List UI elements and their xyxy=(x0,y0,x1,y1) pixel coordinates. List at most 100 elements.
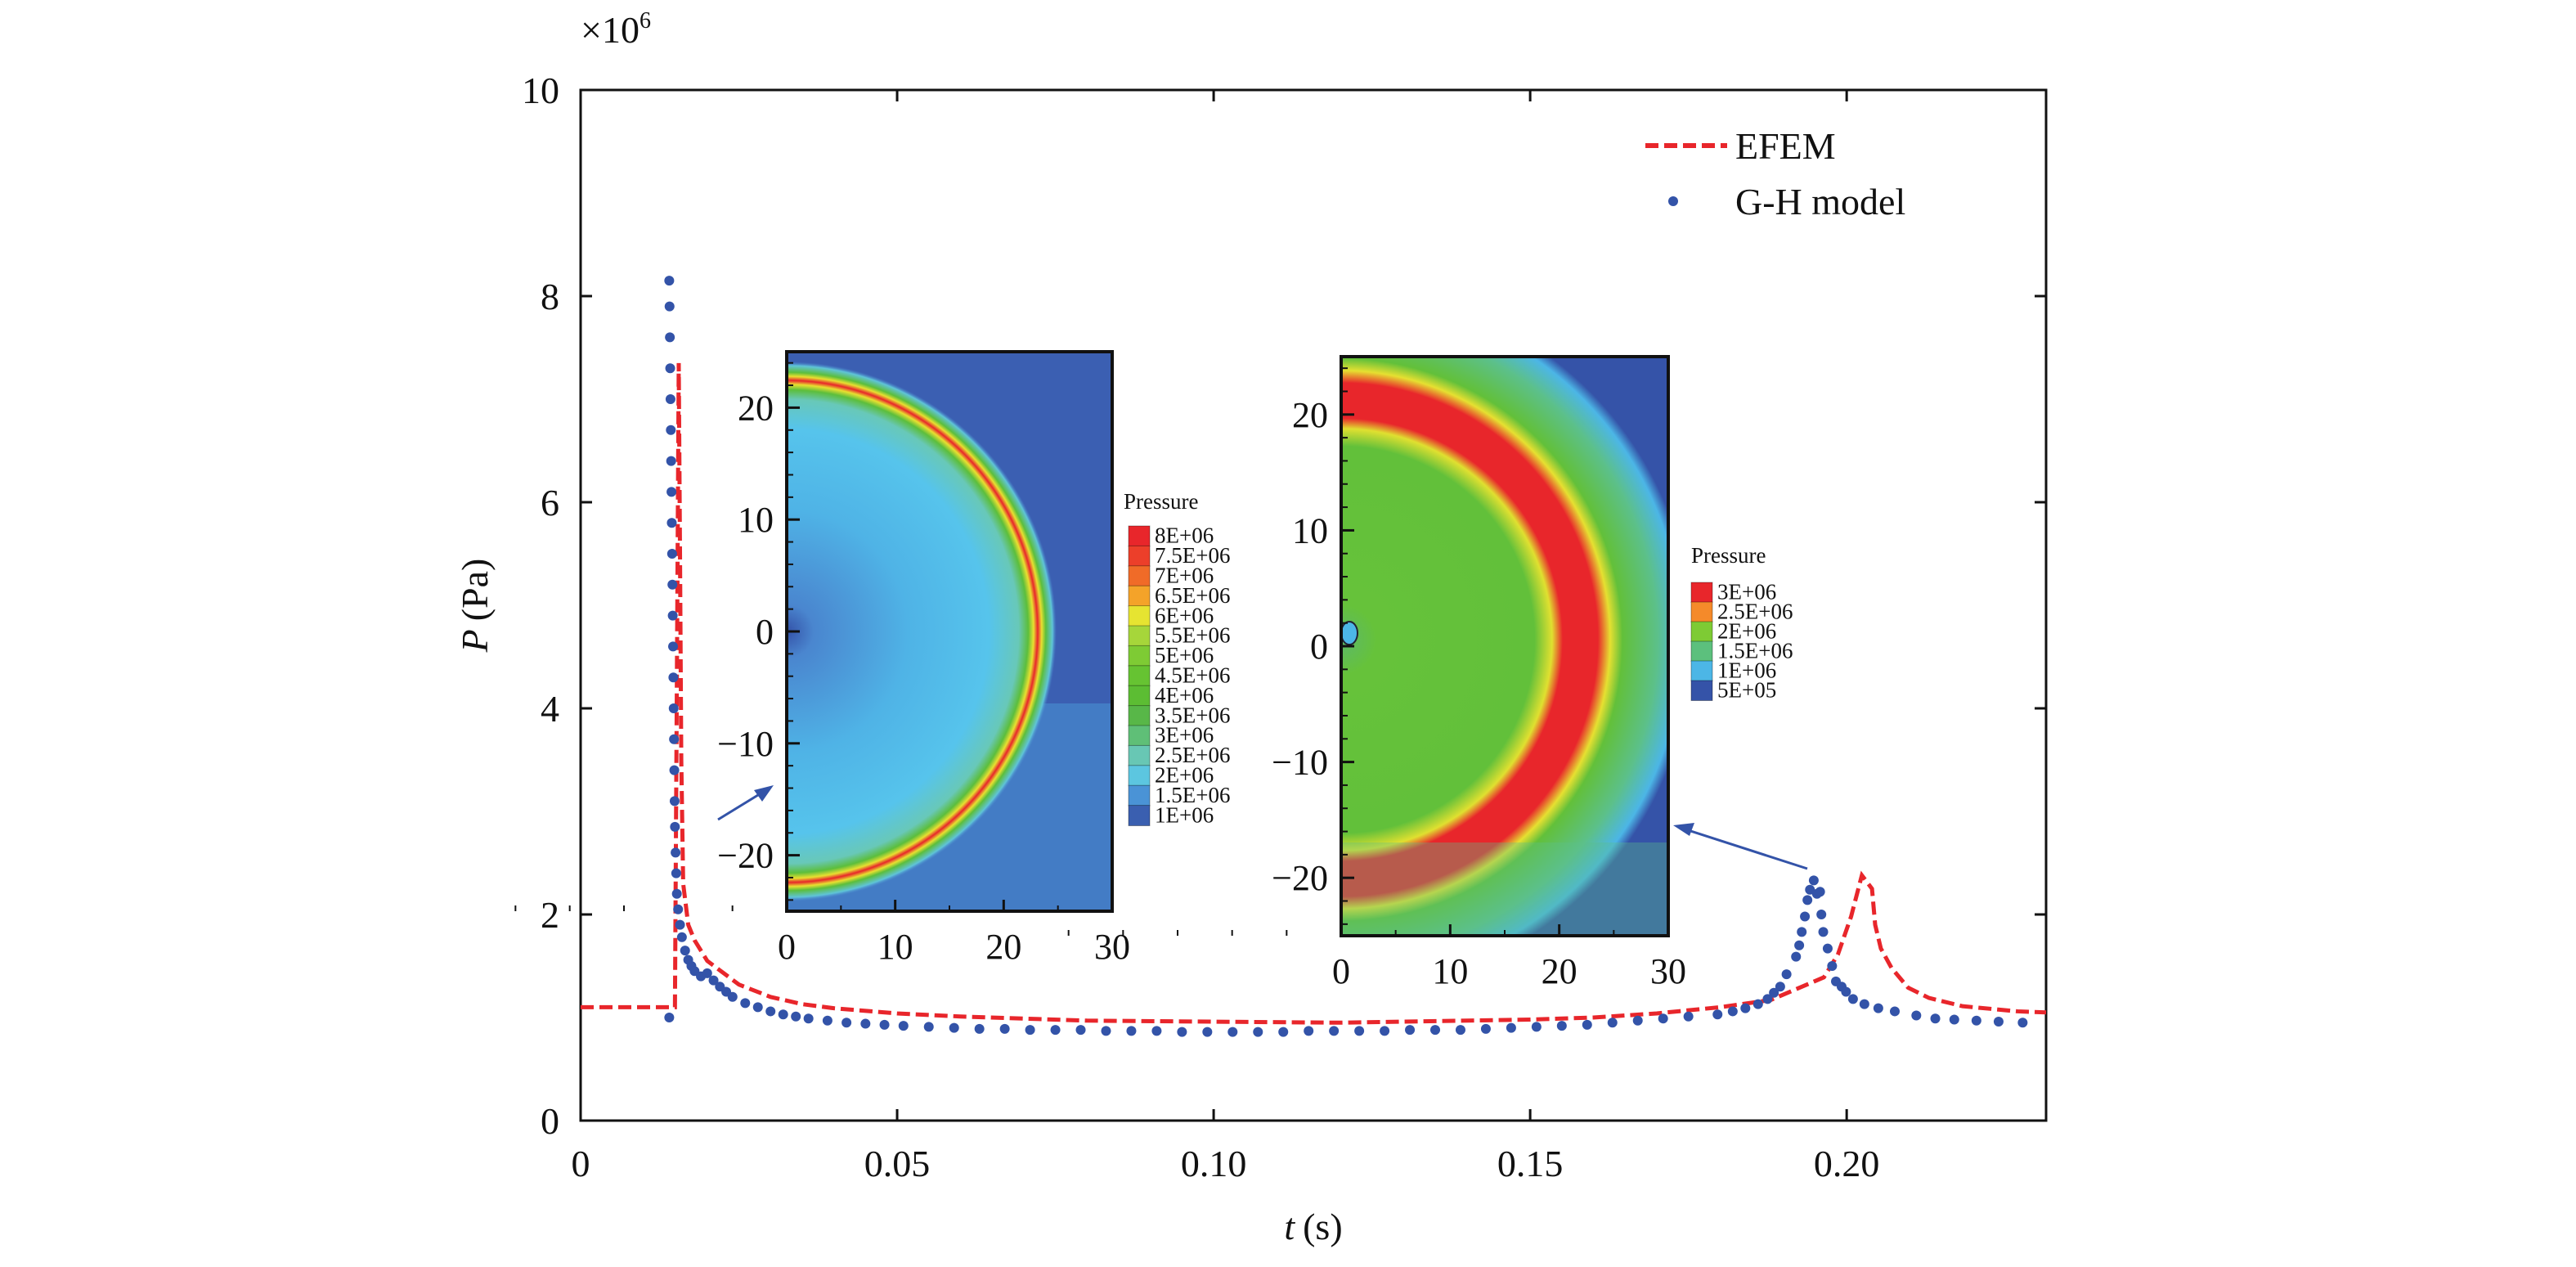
gh-data-point xyxy=(923,1022,934,1032)
gh-data-point xyxy=(752,1002,763,1013)
colorbar-swatch xyxy=(1690,680,1713,701)
colorbar-swatch xyxy=(1128,705,1151,726)
gh-data-point xyxy=(2017,1018,2028,1028)
gh-data-point xyxy=(1797,927,1807,937)
gh-data-point xyxy=(791,1011,801,1022)
gh-data-point xyxy=(1712,1009,1723,1020)
inset-y-tick-label: 10 xyxy=(738,500,774,540)
colorbar-label: 3E+06 xyxy=(1155,723,1214,748)
gh-data-point xyxy=(675,919,685,930)
gh-data-point xyxy=(1304,1026,1314,1036)
x-axis-label: t (s) xyxy=(1284,1206,1342,1247)
legend-gh-label: G-H model xyxy=(1735,181,1905,222)
gh-data-point xyxy=(1480,1023,1491,1034)
gh-data-point xyxy=(669,796,680,806)
colorbar-label: 1E+06 xyxy=(1717,658,1776,682)
inset-y-tick-label: 0 xyxy=(756,612,774,652)
gh-data-point xyxy=(669,765,680,775)
gh-data-point xyxy=(1658,1013,1668,1024)
gh-data-point xyxy=(671,847,681,858)
gh-data-point xyxy=(1531,1022,1542,1032)
gh-data-point xyxy=(666,425,676,435)
gh-data-point xyxy=(665,363,675,374)
legend-efem-label: EFEM xyxy=(1735,125,1836,167)
y-multiplier: ×106 xyxy=(581,8,651,51)
y-tick-label: 6 xyxy=(541,482,559,523)
inset-y-tick-label: −20 xyxy=(1272,858,1328,898)
gh-data-point xyxy=(673,904,684,914)
colorbar-label: 4.5E+06 xyxy=(1155,663,1230,688)
colorbar-swatch xyxy=(1128,605,1151,627)
gh-data-point xyxy=(666,456,676,466)
gh-data-point xyxy=(1126,1026,1137,1036)
colorbar-label: 7E+06 xyxy=(1155,564,1214,588)
gh-data-point xyxy=(668,641,679,652)
gh-data-point xyxy=(860,1018,871,1029)
inset-x-tick-label: 20 xyxy=(1542,951,1577,991)
gh-data-point xyxy=(666,518,677,528)
gh-data-point xyxy=(1827,961,1838,971)
gh-data-point xyxy=(1762,994,1773,1004)
gh-data-point xyxy=(1816,910,1827,919)
gh-data-point xyxy=(1683,1011,1694,1022)
gh-data-point xyxy=(1101,1026,1111,1036)
colorbar-swatch xyxy=(1690,601,1713,622)
colorbar-label: 2.5E+06 xyxy=(1155,743,1230,767)
inset-y-tick-label: 0 xyxy=(1310,627,1328,667)
gh-data-point xyxy=(1227,1027,1238,1037)
gh-data-point xyxy=(668,672,679,683)
colorbar-swatch xyxy=(1128,545,1151,567)
efem-line xyxy=(581,362,2047,1025)
gh-data-point xyxy=(1930,1013,1941,1024)
gh-data-point xyxy=(1841,986,1851,997)
gh-data-point xyxy=(1607,1018,1618,1028)
legend: EFEM G-H model xyxy=(1645,125,1905,222)
gh-data-point xyxy=(1632,1015,1643,1026)
y-tick-label: 8 xyxy=(541,276,559,317)
plot-frame xyxy=(579,88,2048,1122)
gh-data-point xyxy=(664,1013,675,1022)
gh-data-point xyxy=(708,975,719,986)
x-tick-label: 0.10 xyxy=(1181,1143,1247,1184)
gh-data-point xyxy=(1177,1027,1187,1037)
gh-data-point xyxy=(1278,1027,1289,1037)
gh-data-point xyxy=(1151,1026,1162,1036)
colorbar-swatch xyxy=(1128,665,1151,687)
left-colorbar-title: Pressure xyxy=(1124,489,1198,514)
y-tick-label: 10 xyxy=(522,70,559,111)
gh-data-point xyxy=(667,579,678,590)
gh-data-point xyxy=(1911,1010,1922,1021)
x-axis-ticks: 0 0.05 0.10 0.15 0.20 xyxy=(572,90,1879,1184)
colorbar-label: 7.5E+06 xyxy=(1155,543,1230,568)
gh-data-point xyxy=(671,888,682,899)
gh-data-point xyxy=(667,610,678,621)
gh-data-point xyxy=(1808,875,1819,886)
gh-data-point xyxy=(1202,1027,1213,1037)
gh-data-point xyxy=(1050,1025,1061,1036)
gh-data-point xyxy=(1847,994,1858,1004)
gh-data-point xyxy=(841,1018,852,1028)
gh-data-point xyxy=(778,1009,788,1020)
plot-series xyxy=(581,276,2047,1037)
y-axis-label: P(Pa) xyxy=(454,559,496,654)
inset-x-tick-label: 0 xyxy=(778,927,796,967)
colorbar-swatch xyxy=(1128,765,1151,787)
colorbar-label: 3.5E+06 xyxy=(1155,703,1230,727)
colorbar-label: 5E+05 xyxy=(1717,677,1776,702)
gh-data-point xyxy=(665,332,675,343)
gh-data-point xyxy=(1405,1025,1416,1036)
gh-data-point xyxy=(676,932,687,942)
gh-data-point xyxy=(668,703,679,713)
y-tick-label: 2 xyxy=(541,894,559,936)
gh-data-point xyxy=(666,549,677,559)
gh-data-point xyxy=(1794,940,1805,950)
gh-data-point xyxy=(1329,1026,1340,1036)
gh-data-point xyxy=(664,276,675,286)
left-inset-ticks: 0 10 20 30 20 10 0 −10 −20 xyxy=(514,362,1130,967)
gh-data-point xyxy=(1781,969,1792,980)
colorbar-swatch xyxy=(1128,625,1151,647)
gh-data-point xyxy=(1800,911,1811,922)
